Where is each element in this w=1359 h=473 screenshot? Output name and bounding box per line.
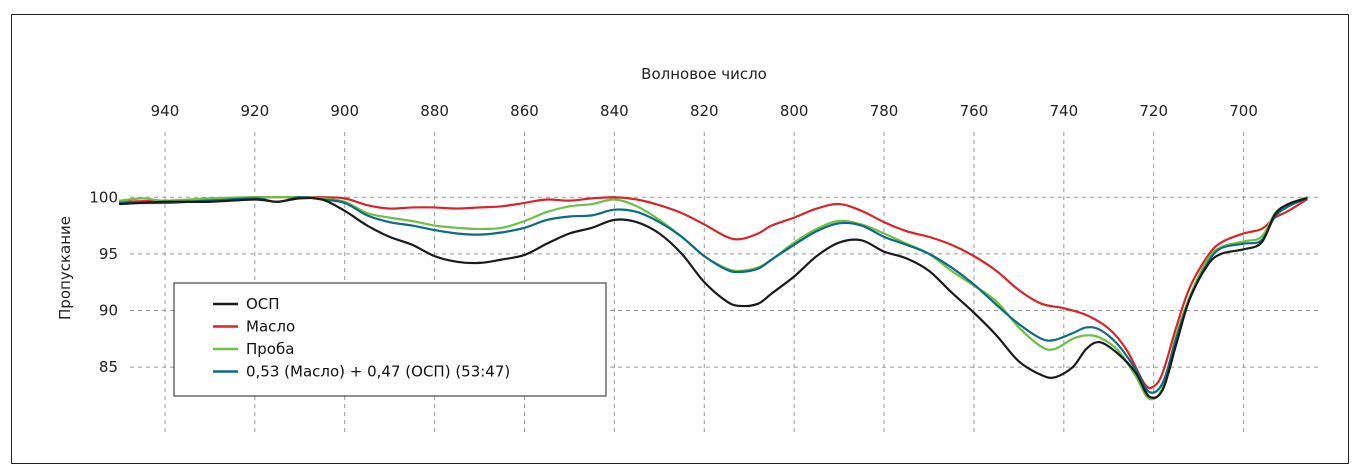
legend-label-0: ОСП: [246, 295, 280, 313]
x-tick-label: 880: [420, 102, 449, 120]
series-lines: [118, 195, 1308, 401]
legend-label-3: 0,53 (Масло) + 0,47 (ОСП) (53:47): [246, 363, 510, 381]
x-tick-label: 820: [690, 102, 719, 120]
legend: ОСП Масло Проба 0,53 (Масло) + 0,47 (ОСП) (…: [173, 282, 607, 397]
x-tick-label: 920: [241, 102, 270, 120]
x-tick-label: 720: [1139, 102, 1168, 120]
y-axis-title: Пропускание: [56, 216, 74, 320]
y-tick-label: 90: [99, 301, 118, 319]
legend-label-1: Масло: [246, 318, 295, 336]
x-tick-label: 800: [780, 102, 809, 120]
x-tick-label: 900: [330, 102, 359, 120]
x-tick-labels: 940 920 900 880 860 840 820 800 780 760 740 720 700: [151, 102, 1258, 120]
series-line-1: [118, 195, 1308, 390]
x-tick-label: 760: [960, 102, 989, 120]
x-tick-label: 840: [600, 102, 629, 120]
x-tick-label: 780: [870, 102, 899, 120]
y-tick-label: 100: [89, 188, 118, 206]
legend-box: [173, 282, 607, 397]
legend-label-2: Проба: [246, 340, 294, 358]
y-tick-labels: 100 95 90 85: [89, 188, 118, 376]
y-tick-label: 95: [99, 245, 118, 263]
x-tick-label: 740: [1049, 102, 1078, 120]
x-axis-title: Волновое число: [641, 65, 767, 83]
y-tick-label: 85: [99, 358, 118, 376]
x-tick-label: 940: [151, 102, 180, 120]
series-line-3: [118, 196, 1308, 394]
grid: [130, 132, 1322, 435]
x-tick-label: 860: [510, 102, 539, 120]
series-line-0: [118, 196, 1308, 399]
x-tick-label: 700: [1229, 102, 1258, 120]
